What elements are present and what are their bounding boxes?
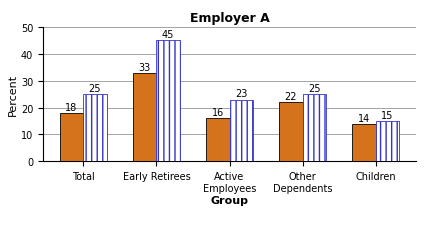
Bar [352,124,376,162]
Text: 18: 18 [66,102,78,112]
Bar [376,122,399,162]
Text: 25: 25 [89,84,101,94]
Y-axis label: Percent: Percent [8,74,18,116]
Bar [302,95,326,162]
Bar [133,73,157,162]
Text: 25: 25 [308,84,320,94]
Text: 15: 15 [381,110,394,120]
Text: 22: 22 [285,92,297,102]
Bar [206,119,230,162]
Bar [230,100,253,162]
Bar [60,113,83,162]
X-axis label: Group: Group [211,196,248,206]
Text: 14: 14 [358,113,370,123]
Text: 45: 45 [162,30,174,40]
Text: 16: 16 [211,108,224,118]
Bar [279,103,302,162]
Text: 33: 33 [139,62,151,72]
Bar [83,95,107,162]
Title: Employer A: Employer A [190,12,269,25]
Text: 23: 23 [235,89,248,99]
Bar [157,41,180,162]
